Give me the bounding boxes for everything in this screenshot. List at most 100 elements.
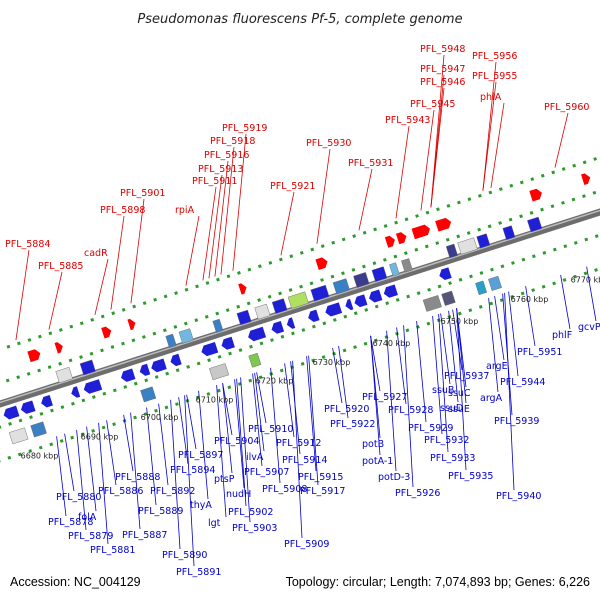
- leader-line-bottom: [452, 309, 463, 371]
- gene-label-top: cadR: [84, 248, 108, 259]
- leader-line-bottom: [184, 395, 195, 567]
- leader-line-bottom: [370, 335, 381, 456]
- leader-line-bottom: [254, 372, 265, 452]
- gene-feature: [151, 358, 167, 373]
- leader-line-top: [94, 258, 109, 315]
- gene-feature: [139, 363, 151, 376]
- gene-box: [212, 318, 224, 333]
- leader-line-bottom: [438, 314, 449, 453]
- leader-line-bottom: [396, 327, 407, 405]
- leader-line-bottom: [403, 325, 414, 488]
- gene-feature: [439, 267, 452, 281]
- gene-label-bottom: PFL_5937: [444, 371, 489, 382]
- gene-label-bottom: PFL_5932: [424, 435, 469, 446]
- gene-box: [475, 280, 487, 296]
- gene-feature: [383, 284, 398, 298]
- gene-feature: [581, 173, 591, 185]
- gene-label-bottom: PFL_5914: [282, 455, 327, 466]
- leader-line-bottom: [86, 426, 97, 512]
- leader-line-bottom: [130, 412, 141, 530]
- leader-line-bottom: [560, 274, 571, 330]
- gene-box: [8, 427, 29, 445]
- gene-arrow: [435, 217, 452, 232]
- leader-line-top: [130, 198, 145, 304]
- leader-line-top: [554, 112, 569, 168]
- gene-arrow: [271, 320, 285, 334]
- gene-label-top: PFL_5911: [192, 176, 237, 187]
- leader-line-bottom: [525, 286, 536, 347]
- gene-label-top: phlA: [480, 92, 502, 103]
- gene-label-bottom: PFL_5879: [68, 531, 113, 542]
- gene-feature: [353, 272, 370, 288]
- gene-arrow: [354, 294, 368, 308]
- kbp-label: 6730 kbp: [313, 358, 351, 367]
- gene-box: [287, 291, 309, 309]
- gene-label-bottom: PFL_5897: [178, 450, 223, 461]
- leader-line-bottom: [370, 335, 381, 392]
- gene-label-bottom: argA: [480, 393, 503, 404]
- leader-line-bottom: [170, 399, 181, 550]
- gene-box: [209, 363, 230, 381]
- gene-arrow: [201, 342, 219, 357]
- gene-label-bottom: lgt: [208, 518, 221, 529]
- gene-label-bottom: PFL_5907: [244, 467, 289, 478]
- leader-line-bottom: [106, 420, 117, 486]
- leader-line-bottom: [440, 313, 451, 385]
- gene-box: [371, 266, 388, 282]
- leader-line-top: [202, 186, 217, 281]
- gene-feature: [3, 405, 20, 420]
- gene-label-bottom: PFL_5881: [90, 545, 135, 556]
- gene-box: [30, 421, 47, 438]
- gene-label-bottom: ilvA: [246, 452, 264, 463]
- gene-feature: [271, 320, 285, 334]
- kbp-label: 6710 kbp: [196, 396, 234, 405]
- gene-feature: [411, 224, 431, 240]
- gene-label-top: PFL_5947: [420, 64, 465, 75]
- gene-feature: [79, 359, 96, 376]
- gene-arrow: [581, 173, 591, 185]
- leader-line-bottom: [222, 383, 233, 436]
- leader-line-bottom: [332, 347, 343, 404]
- gene-label-bottom: ssuC: [448, 388, 471, 399]
- gene-box: [389, 262, 400, 277]
- gene-feature: [401, 258, 413, 273]
- leader-line-bottom: [308, 355, 319, 486]
- leader-line-bottom: [56, 436, 67, 517]
- gene-arrow: [248, 326, 267, 342]
- gene-feature: [371, 266, 388, 282]
- kbp-label: 6720 kbp: [256, 376, 294, 385]
- gene-label-top: PFL_5901: [120, 188, 165, 199]
- gene-feature: [527, 216, 543, 233]
- gene-arrow: [395, 232, 407, 245]
- gene-arrow: [325, 302, 343, 317]
- gene-arrow: [345, 298, 354, 311]
- gene-feature: [332, 278, 350, 295]
- gene-feature: [286, 317, 296, 329]
- leader-line-bottom: [508, 291, 519, 377]
- gene-label-bottom: PFL_5904: [214, 436, 259, 447]
- gene-box: [178, 328, 194, 344]
- leader-line-bottom: [270, 367, 281, 484]
- gene-arrow: [139, 363, 151, 376]
- gene-label-top: PFL_5884: [5, 239, 50, 250]
- leader-line-top: [420, 109, 435, 211]
- gene-label-bottom: gcvP: [578, 322, 600, 333]
- gene-label-bottom: PFL_5915: [298, 472, 343, 483]
- gene-box: [476, 233, 491, 249]
- leader-line-bottom: [186, 394, 197, 450]
- gene-label-top: PFL_5960: [544, 102, 589, 113]
- gene-label-bottom: potB: [362, 439, 384, 450]
- gene-feature: [308, 309, 320, 323]
- gene-feature: [8, 427, 29, 445]
- gene-feature: [221, 336, 235, 350]
- gene-label-bottom: nudH: [226, 489, 251, 500]
- gene-arrow: [286, 317, 296, 329]
- gene-feature: [165, 333, 177, 348]
- leader-line-bottom: [98, 422, 109, 545]
- gene-label-bottom: ssuD: [440, 403, 463, 414]
- gene-label-top: PFL_5931: [348, 158, 393, 169]
- gene-feature: [83, 379, 103, 394]
- gene-box: [236, 309, 252, 326]
- dotted-track: [0, 155, 600, 351]
